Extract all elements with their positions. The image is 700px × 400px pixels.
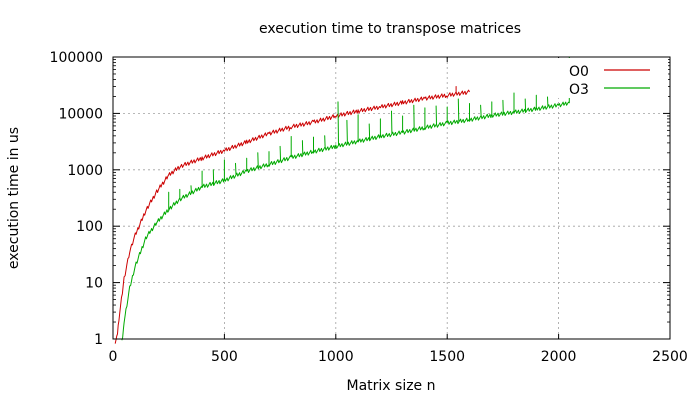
y-tick-label: 1 <box>94 332 103 348</box>
plot-frame <box>112 56 671 340</box>
x-tick-label: 1000 <box>318 349 354 365</box>
series-line-o0 <box>114 86 470 344</box>
legend: O0 O3 <box>555 58 668 98</box>
grid <box>113 57 670 339</box>
legend-label-o3: O3 <box>569 82 589 98</box>
chart-title: execution time to transpose matrices <box>259 21 521 37</box>
axis-ticks: 0 500 1000 1500 2000 2500 1 10 100 1000 10000 10000… <box>50 50 688 365</box>
y-tick-label: 10000 <box>58 106 103 122</box>
y-tick-label: 100000 <box>50 50 103 66</box>
series-line-o3 <box>121 56 570 341</box>
series-lines <box>114 56 570 344</box>
y-tick-label: 10 <box>85 276 103 292</box>
x-axis-label: Matrix size n <box>347 378 436 394</box>
x-tick-label: 2500 <box>652 349 688 365</box>
y-tick-label: 100 <box>76 219 103 235</box>
y-tick-label: 1000 <box>67 163 103 179</box>
x-tick-label: 2000 <box>541 349 577 365</box>
y-axis-label: execution time in us <box>6 127 22 269</box>
x-tick-label: 0 <box>109 349 118 365</box>
x-tick-label: 1500 <box>429 349 465 365</box>
x-tick-label: 500 <box>211 349 238 365</box>
legend-label-o0: O0 <box>569 64 589 80</box>
legend-box <box>555 58 668 98</box>
